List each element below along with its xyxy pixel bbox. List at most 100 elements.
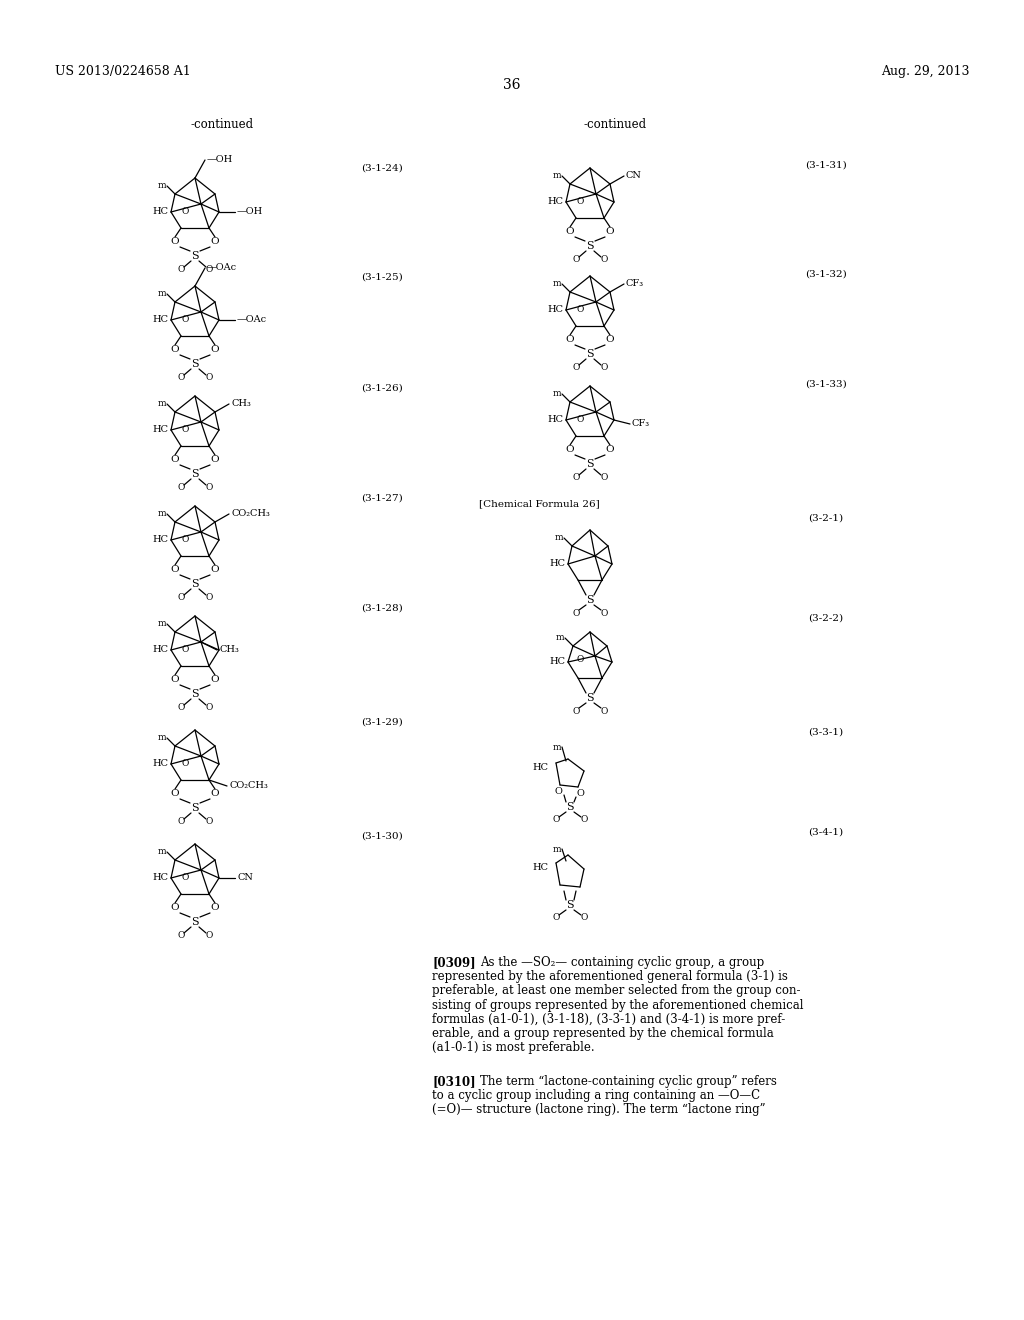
Text: O: O <box>600 474 607 483</box>
Text: —OAc: —OAc <box>237 315 267 325</box>
Text: (3-2-1): (3-2-1) <box>808 513 844 523</box>
Text: S: S <box>191 579 199 589</box>
Text: preferable, at least one member selected from the group con-: preferable, at least one member selected… <box>432 985 801 998</box>
Text: O: O <box>211 346 219 355</box>
Text: O: O <box>206 932 213 940</box>
Text: m: m <box>158 289 166 298</box>
Text: m: m <box>552 172 561 181</box>
Text: S: S <box>191 917 199 927</box>
Text: (3-1-27): (3-1-27) <box>361 494 402 503</box>
Text: O: O <box>600 609 607 618</box>
Text: O: O <box>581 816 588 825</box>
Text: CH₃: CH₃ <box>219 645 239 655</box>
Text: O: O <box>181 536 188 544</box>
Text: S: S <box>566 803 573 812</box>
Text: O: O <box>600 256 607 264</box>
Text: S: S <box>586 595 594 605</box>
Text: O: O <box>572 609 580 618</box>
Text: (3-1-29): (3-1-29) <box>361 718 402 726</box>
Text: O: O <box>605 335 614 345</box>
Text: S: S <box>586 459 594 469</box>
Text: O: O <box>211 789 219 799</box>
Text: HC: HC <box>532 862 548 871</box>
Text: O: O <box>181 425 188 434</box>
Text: 36: 36 <box>503 78 521 92</box>
Text: O: O <box>171 455 179 465</box>
Text: m: m <box>158 400 166 408</box>
Text: [0310]: [0310] <box>432 1074 475 1088</box>
Text: O: O <box>211 676 219 685</box>
Text: sisting of groups represented by the aforementioned chemical: sisting of groups represented by the afo… <box>432 999 804 1011</box>
Text: O: O <box>181 759 188 768</box>
Text: O: O <box>577 788 584 797</box>
Text: O: O <box>572 706 580 715</box>
Text: (3-1-31): (3-1-31) <box>805 161 847 169</box>
Text: As the —SO₂— containing cyclic group, a group: As the —SO₂— containing cyclic group, a … <box>480 956 764 969</box>
Text: S: S <box>191 803 199 813</box>
Text: O: O <box>181 207 188 216</box>
Text: CF₃: CF₃ <box>632 420 650 429</box>
Text: —OH: —OH <box>237 207 263 216</box>
Text: O: O <box>565 227 574 236</box>
Text: HC: HC <box>152 536 168 544</box>
Text: m: m <box>552 389 561 399</box>
Text: (3-2-2): (3-2-2) <box>808 614 844 623</box>
Text: m: m <box>552 845 561 854</box>
Text: O: O <box>171 789 179 799</box>
Text: O: O <box>211 903 219 912</box>
Text: [0309]: [0309] <box>432 956 475 969</box>
Text: HC: HC <box>152 425 168 434</box>
Text: O: O <box>600 706 607 715</box>
Text: O: O <box>605 227 614 236</box>
Text: -continued: -continued <box>584 117 646 131</box>
Text: O: O <box>181 645 188 655</box>
Text: CO₂CH₃: CO₂CH₃ <box>229 781 268 791</box>
Text: formulas (a1-0-1), (3-1-18), (3-3-1) and (3-4-1) is more pref-: formulas (a1-0-1), (3-1-18), (3-3-1) and… <box>432 1012 785 1026</box>
Text: HC: HC <box>547 416 563 425</box>
Text: (3-1-32): (3-1-32) <box>805 269 847 279</box>
Text: [Chemical Formula 26]: [Chemical Formula 26] <box>479 499 600 508</box>
Text: erable, and a group represented by the chemical formula: erable, and a group represented by the c… <box>432 1027 774 1040</box>
Text: O: O <box>552 913 560 923</box>
Text: m: m <box>555 634 564 643</box>
Text: represented by the aforementioned general formula (3-1) is: represented by the aforementioned genera… <box>432 970 787 983</box>
Text: HC: HC <box>152 874 168 883</box>
Text: O: O <box>552 816 560 825</box>
Text: —OAc: —OAc <box>207 264 238 272</box>
Text: m: m <box>158 619 166 628</box>
Text: HC: HC <box>152 315 168 325</box>
Text: O: O <box>177 932 184 940</box>
Text: (3-1-25): (3-1-25) <box>361 272 402 281</box>
Text: O: O <box>177 704 184 713</box>
Text: O: O <box>206 594 213 602</box>
Text: O: O <box>206 704 213 713</box>
Text: m: m <box>552 280 561 289</box>
Text: HC: HC <box>152 207 168 216</box>
Text: O: O <box>171 565 179 574</box>
Text: O: O <box>600 363 607 372</box>
Text: O: O <box>171 676 179 685</box>
Text: (3-1-33): (3-1-33) <box>805 380 847 388</box>
Text: S: S <box>586 693 594 704</box>
Text: S: S <box>586 242 594 251</box>
Text: HC: HC <box>549 560 565 569</box>
Text: HC: HC <box>152 645 168 655</box>
Text: CF₃: CF₃ <box>626 280 644 289</box>
Text: (a1-0-1) is most preferable.: (a1-0-1) is most preferable. <box>432 1041 595 1055</box>
Text: O: O <box>171 903 179 912</box>
Text: O: O <box>554 787 562 796</box>
Text: O: O <box>206 817 213 826</box>
Text: The term “lactone-containing cyclic group” refers: The term “lactone-containing cyclic grou… <box>480 1074 777 1088</box>
Text: O: O <box>206 374 213 383</box>
Text: O: O <box>577 198 584 206</box>
Text: Aug. 29, 2013: Aug. 29, 2013 <box>882 65 970 78</box>
Text: CN: CN <box>626 172 642 181</box>
Text: HC: HC <box>152 759 168 768</box>
Text: CH₃: CH₃ <box>231 400 251 408</box>
Text: O: O <box>177 265 184 275</box>
Text: S: S <box>586 348 594 359</box>
Text: (3-4-1): (3-4-1) <box>808 828 844 837</box>
Text: O: O <box>206 265 213 275</box>
Text: O: O <box>206 483 213 492</box>
Text: O: O <box>581 913 588 923</box>
